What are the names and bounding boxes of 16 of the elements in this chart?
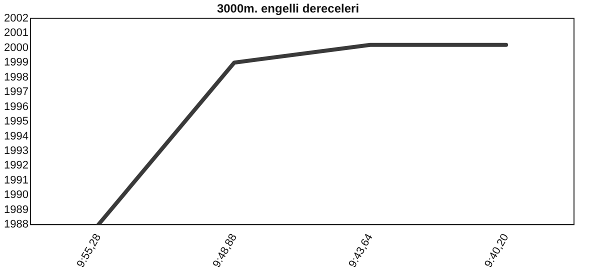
y-tick-label: 1988 <box>4 218 28 231</box>
y-tick-label: 2002 <box>4 12 28 24</box>
y-tick-label: 1999 <box>4 56 28 69</box>
y-tick-label: 1993 <box>4 145 28 157</box>
y-tick-label: 1991 <box>4 174 28 186</box>
y-tick-label: 2001 <box>4 27 28 40</box>
y-tick-label: 1998 <box>4 71 28 84</box>
y-tick-label: 1992 <box>4 160 28 172</box>
y-tick-label: 1990 <box>4 189 28 202</box>
chart-title: 3000m. engelli dereceleri <box>216 2 360 16</box>
y-tick-label: 2000 <box>4 42 28 54</box>
y-tick-label: 1994 <box>4 130 28 142</box>
y-tick-label: 1997 <box>4 86 28 98</box>
y-tick-label: 1989 <box>4 204 28 216</box>
y-tick-label: 1996 <box>4 100 28 113</box>
y-tick-label: 1995 <box>4 116 28 128</box>
